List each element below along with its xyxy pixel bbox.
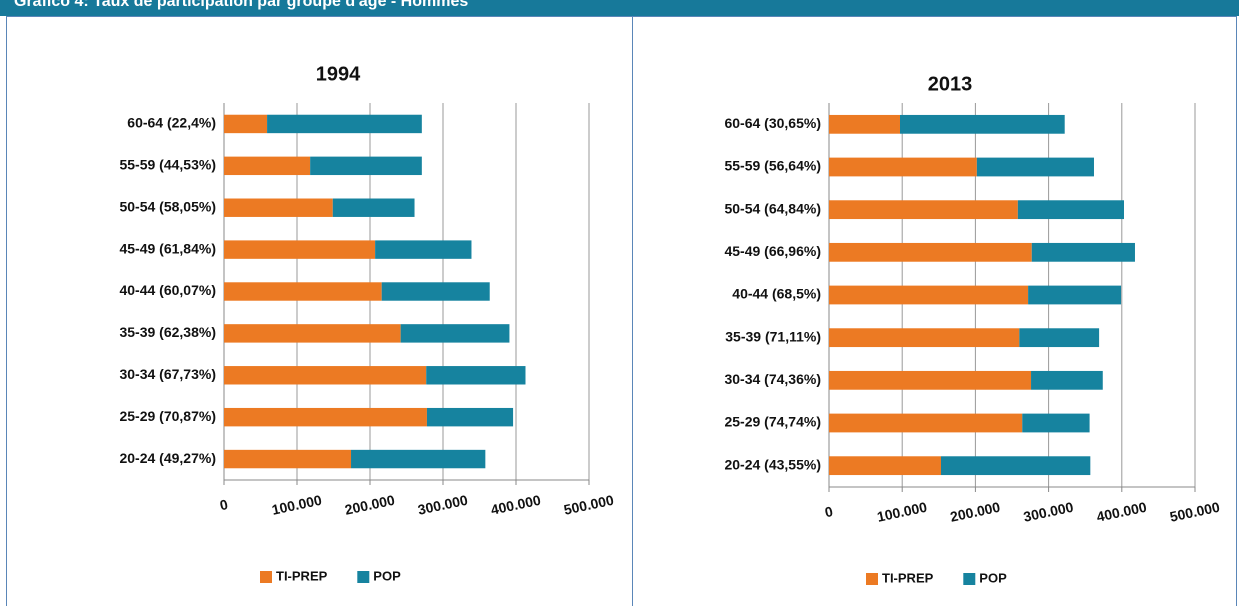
bar bbox=[1028, 285, 1122, 305]
panel bbox=[632, 16, 1237, 606]
x-tick-label: 300.000 bbox=[1022, 499, 1075, 525]
bar bbox=[375, 240, 472, 259]
bar bbox=[900, 114, 1065, 134]
x-tick-label: 0 bbox=[218, 496, 229, 513]
y-tick-label: 60-64 (22,4%) bbox=[127, 115, 216, 131]
y-tick-label: 55-59 (56,64%) bbox=[724, 158, 821, 174]
bar bbox=[426, 366, 526, 385]
bar bbox=[829, 413, 1023, 433]
bar bbox=[351, 449, 486, 469]
x-tick-label: 200.000 bbox=[343, 492, 396, 518]
bar bbox=[829, 200, 1018, 220]
bar bbox=[224, 366, 427, 385]
bar bbox=[829, 114, 901, 134]
y-tick-label: 45-49 (66,96%) bbox=[724, 243, 821, 259]
y-tick-label: 35-39 (71,11%) bbox=[725, 328, 821, 344]
bar bbox=[224, 240, 376, 259]
y-tick-label: 25-29 (74,74%) bbox=[724, 414, 821, 430]
bar bbox=[267, 114, 422, 134]
bar bbox=[829, 157, 977, 177]
bar bbox=[1019, 328, 1100, 348]
legend-swatch bbox=[357, 571, 370, 583]
legend-swatch bbox=[260, 571, 272, 583]
bar bbox=[400, 324, 510, 343]
y-tick-label: 30-34 (74,36%) bbox=[724, 371, 821, 387]
y-tick-label: 40-44 (68,5%) bbox=[732, 286, 821, 302]
legend-label: TI-PREP bbox=[276, 568, 328, 583]
legend-swatch bbox=[866, 573, 878, 585]
bar bbox=[224, 324, 401, 343]
bar bbox=[829, 456, 941, 476]
bar bbox=[1017, 200, 1124, 220]
bar bbox=[224, 407, 427, 427]
y-tick-label: 30-34 (67,73%) bbox=[119, 366, 216, 382]
x-tick-label: 0 bbox=[823, 503, 834, 520]
x-tick-label: 400.000 bbox=[489, 492, 542, 518]
header-band bbox=[0, 0, 1239, 16]
y-tick-label: 40-44 (60,07%) bbox=[119, 282, 216, 298]
y-tick-label: 20-24 (49,27%) bbox=[119, 450, 216, 466]
bar bbox=[426, 407, 514, 427]
bar bbox=[381, 282, 490, 301]
legend-label: TI-PREP bbox=[882, 570, 934, 585]
chart-title: 2013 bbox=[928, 73, 973, 95]
bar bbox=[829, 285, 1029, 305]
bar bbox=[1022, 413, 1090, 433]
bar bbox=[224, 114, 268, 134]
x-tick-label: 500.000 bbox=[562, 492, 615, 518]
y-tick-label: 50-54 (58,05%) bbox=[119, 198, 216, 214]
y-tick-label: 25-29 (70,87%) bbox=[119, 408, 216, 424]
chart-title: 1994 bbox=[316, 63, 361, 85]
bar bbox=[1031, 370, 1103, 390]
x-tick-label: 100.000 bbox=[876, 499, 929, 525]
bar bbox=[224, 282, 382, 301]
x-tick-label: 500.000 bbox=[1168, 499, 1221, 525]
bar bbox=[224, 449, 352, 469]
y-tick-label: 20-24 (43,55%) bbox=[724, 456, 821, 472]
y-tick-label: 55-59 (44,53%) bbox=[119, 157, 216, 173]
legend-swatch bbox=[963, 573, 976, 585]
x-tick-label: 100.000 bbox=[270, 492, 323, 518]
legend-label: POP bbox=[373, 568, 401, 583]
y-tick-label: 50-54 (64,84%) bbox=[724, 200, 821, 216]
y-tick-label: 45-49 (61,84%) bbox=[119, 240, 216, 256]
bar bbox=[940, 456, 1091, 476]
panel bbox=[6, 16, 633, 606]
bar bbox=[332, 198, 415, 217]
bar bbox=[224, 198, 333, 217]
y-tick-label: 60-64 (30,65%) bbox=[724, 115, 821, 131]
bar bbox=[976, 157, 1094, 177]
bar bbox=[1031, 242, 1135, 262]
x-tick-label: 200.000 bbox=[949, 499, 1002, 525]
y-tick-label: 35-39 (62,38%) bbox=[119, 324, 216, 340]
bar bbox=[224, 156, 311, 176]
bar bbox=[829, 370, 1032, 390]
header-title: Gráfico 4: Taux de participation par gro… bbox=[14, 0, 468, 10]
bar bbox=[310, 156, 422, 176]
legend-label: POP bbox=[979, 570, 1007, 585]
x-tick-label: 400.000 bbox=[1095, 499, 1148, 525]
bar bbox=[829, 242, 1032, 262]
x-tick-label: 300.000 bbox=[416, 492, 469, 518]
bar bbox=[829, 328, 1020, 348]
